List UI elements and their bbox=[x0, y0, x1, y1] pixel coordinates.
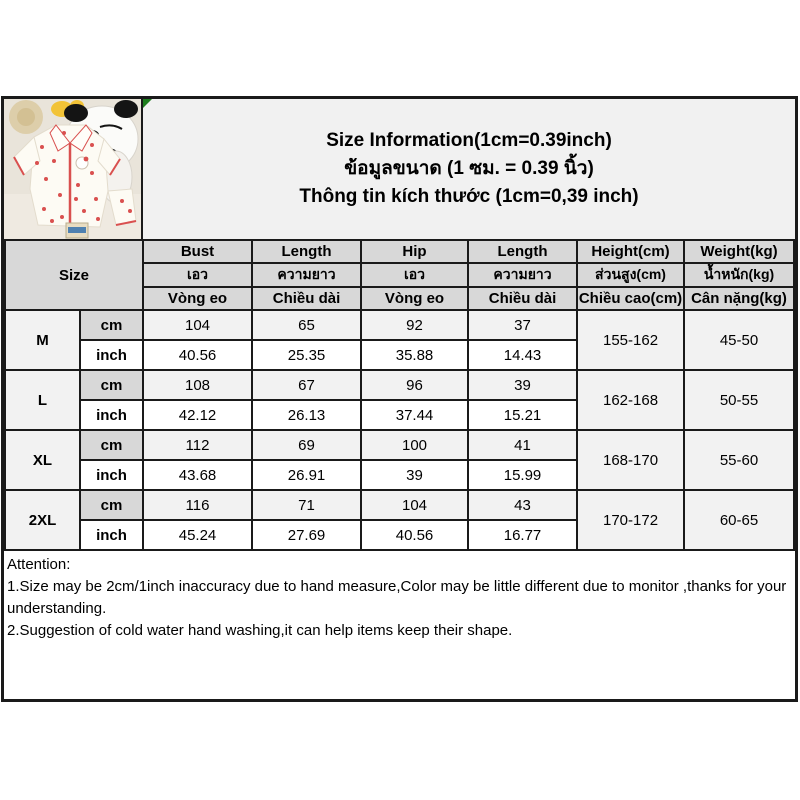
table-row-2xl-cm: 2XL cm 116 71 104 43 170-172 60-65 bbox=[4, 489, 795, 551]
height-cell-2xl: 170-172 bbox=[576, 489, 686, 551]
weight-cell-2xl: 60-65 bbox=[683, 489, 795, 551]
value-cell: 39 bbox=[467, 369, 579, 401]
table-row-2xl-inch: inch 45.24 27.69 40.56 16.77 bbox=[5, 519, 794, 551]
col-header-length1-vi: Chiều dài bbox=[251, 286, 363, 311]
pajama-photo-illustration bbox=[4, 99, 141, 239]
value-cell: 26.13 bbox=[251, 399, 363, 431]
value-cell: 69 bbox=[251, 429, 363, 461]
unit-cell: inch bbox=[78, 519, 145, 551]
size-header-cell: Size bbox=[3, 239, 145, 311]
table-row-m-inch: inch 40.56 25.35 35.88 14.43 bbox=[5, 339, 794, 371]
value-cell: 37.44 bbox=[360, 399, 470, 431]
col-header-height-vi: Chiều cao(cm) bbox=[576, 286, 686, 311]
value-cell: 35.88 bbox=[360, 339, 470, 371]
attention-line-1: 1.Size may be 2cm/1inch inaccuracy due t… bbox=[7, 578, 787, 617]
table-row-xl-inch: inch 43.68 26.91 39 15.99 bbox=[5, 459, 794, 491]
value-cell: 108 bbox=[142, 369, 254, 401]
value-cell: 116 bbox=[142, 489, 254, 521]
col-header-length2-vi: Chiều dài bbox=[467, 286, 579, 311]
value-cell: 71 bbox=[251, 489, 363, 521]
size-table: Size Bust Length Hip Length Height(cm) W… bbox=[3, 239, 795, 551]
value-cell: 16.77 bbox=[467, 519, 579, 551]
value-cell: 41 bbox=[467, 429, 579, 461]
title-vietnamese: Thông tin kích thước (1cm=0,39 inch) bbox=[299, 186, 639, 207]
value-cell: 65 bbox=[251, 309, 363, 341]
height-cell-xl: 168-170 bbox=[576, 429, 686, 491]
title-block: Size Information(1cm=0.39inch) ข้อมูลขนา… bbox=[143, 99, 795, 239]
value-cell: 14.43 bbox=[467, 339, 579, 371]
value-cell: 15.21 bbox=[467, 399, 579, 431]
value-cell: 25.35 bbox=[251, 339, 363, 371]
value-cell: 37 bbox=[467, 309, 579, 341]
header-row-thai: เอว ความยาว เอว ความยาว ส่วนสูง(cm) น้ำห… bbox=[5, 262, 795, 288]
col-header-bust-en: Bust bbox=[142, 239, 254, 264]
value-cell: 43.68 bbox=[142, 459, 254, 491]
value-cell: 100 bbox=[360, 429, 470, 461]
value-cell: 92 bbox=[360, 309, 470, 341]
col-header-weight-en: Weight(kg) bbox=[683, 239, 795, 264]
col-header-hip-vi: Vòng eo bbox=[360, 286, 470, 311]
attention-section: Attention: 1.Size may be 2cm/1inch inacc… bbox=[4, 551, 795, 699]
value-cell: 15.99 bbox=[467, 459, 579, 491]
header-row-english: Size Bust Length Hip Length Height(cm) W… bbox=[3, 239, 795, 311]
value-cell: 67 bbox=[251, 369, 363, 401]
unit-cell: inch bbox=[78, 339, 145, 371]
col-header-bust-vi: Vòng eo bbox=[142, 286, 254, 311]
unit-cell: inch bbox=[78, 399, 145, 431]
col-header-bust-th: เอว bbox=[142, 262, 254, 288]
value-cell: 27.69 bbox=[251, 519, 363, 551]
unit-cell: cm bbox=[78, 369, 145, 401]
weight-cell-xl: 55-60 bbox=[683, 429, 795, 491]
unit-cell: cm bbox=[78, 429, 145, 461]
col-header-weight-th: น้ำหนัก(kg) bbox=[683, 262, 795, 288]
title-english: Size Information(1cm=0.39inch) bbox=[326, 130, 612, 151]
title-thai: ข้อมูลขนาด (1 ซม. = 0.39 นิ้ว) bbox=[344, 158, 594, 179]
col-header-height-en: Height(cm) bbox=[576, 239, 686, 264]
size-cell-m: M bbox=[4, 309, 81, 371]
top-row: Size Information(1cm=0.39inch) ข้อมูลขนา… bbox=[4, 99, 795, 239]
value-cell: 43 bbox=[467, 489, 579, 521]
table-row-m-cm: M cm 104 65 92 37 155-162 45-50 bbox=[4, 309, 795, 371]
table-row-l-cm: L cm 108 67 96 39 162-168 50-55 bbox=[4, 369, 795, 431]
height-cell-l: 162-168 bbox=[576, 369, 686, 431]
col-header-length1-th: ความยาว bbox=[251, 262, 363, 288]
table-row-xl-cm: XL cm 112 69 100 41 168-170 55-60 bbox=[4, 429, 795, 491]
product-photo bbox=[4, 99, 143, 239]
size-cell-xl: XL bbox=[4, 429, 81, 491]
size-cell-l: L bbox=[4, 369, 81, 431]
attention-heading: Attention: bbox=[7, 556, 71, 573]
unit-cell: cm bbox=[78, 489, 145, 521]
col-header-length2-en: Length bbox=[467, 239, 579, 264]
value-cell: 45.24 bbox=[142, 519, 254, 551]
value-cell: 104 bbox=[360, 489, 470, 521]
value-cell: 112 bbox=[142, 429, 254, 461]
table-row-l-inch: inch 42.12 26.13 37.44 15.21 bbox=[5, 399, 794, 431]
value-cell: 26.91 bbox=[251, 459, 363, 491]
attention-line-2: 2.Suggestion of cold water hand washing,… bbox=[7, 622, 513, 639]
col-header-hip-th: เอว bbox=[360, 262, 470, 288]
weight-cell-l: 50-55 bbox=[683, 369, 795, 431]
unit-cell: cm bbox=[78, 309, 145, 341]
col-header-height-th: ส่วนสูง(cm) bbox=[576, 262, 686, 288]
green-corner-marker bbox=[143, 99, 152, 108]
unit-cell: inch bbox=[78, 459, 145, 491]
height-cell-m: 155-162 bbox=[576, 309, 686, 371]
weight-cell-m: 45-50 bbox=[683, 309, 795, 371]
value-cell: 104 bbox=[142, 309, 254, 341]
value-cell: 39 bbox=[360, 459, 470, 491]
value-cell: 42.12 bbox=[142, 399, 254, 431]
size-chart-container: Size Information(1cm=0.39inch) ข้อมูลขนา… bbox=[1, 96, 798, 702]
col-header-hip-en: Hip bbox=[360, 239, 470, 264]
value-cell: 40.56 bbox=[360, 519, 470, 551]
value-cell: 40.56 bbox=[142, 339, 254, 371]
col-header-weight-vi: Cân nặng(kg) bbox=[683, 286, 795, 311]
value-cell: 96 bbox=[360, 369, 470, 401]
header-row-vietnamese: Vòng eo Chiều dài Vòng eo Chiều dài Chiề… bbox=[5, 286, 795, 311]
size-cell-2xl: 2XL bbox=[4, 489, 81, 551]
col-header-length1-en: Length bbox=[251, 239, 363, 264]
col-header-length2-th: ความยาว bbox=[467, 262, 579, 288]
